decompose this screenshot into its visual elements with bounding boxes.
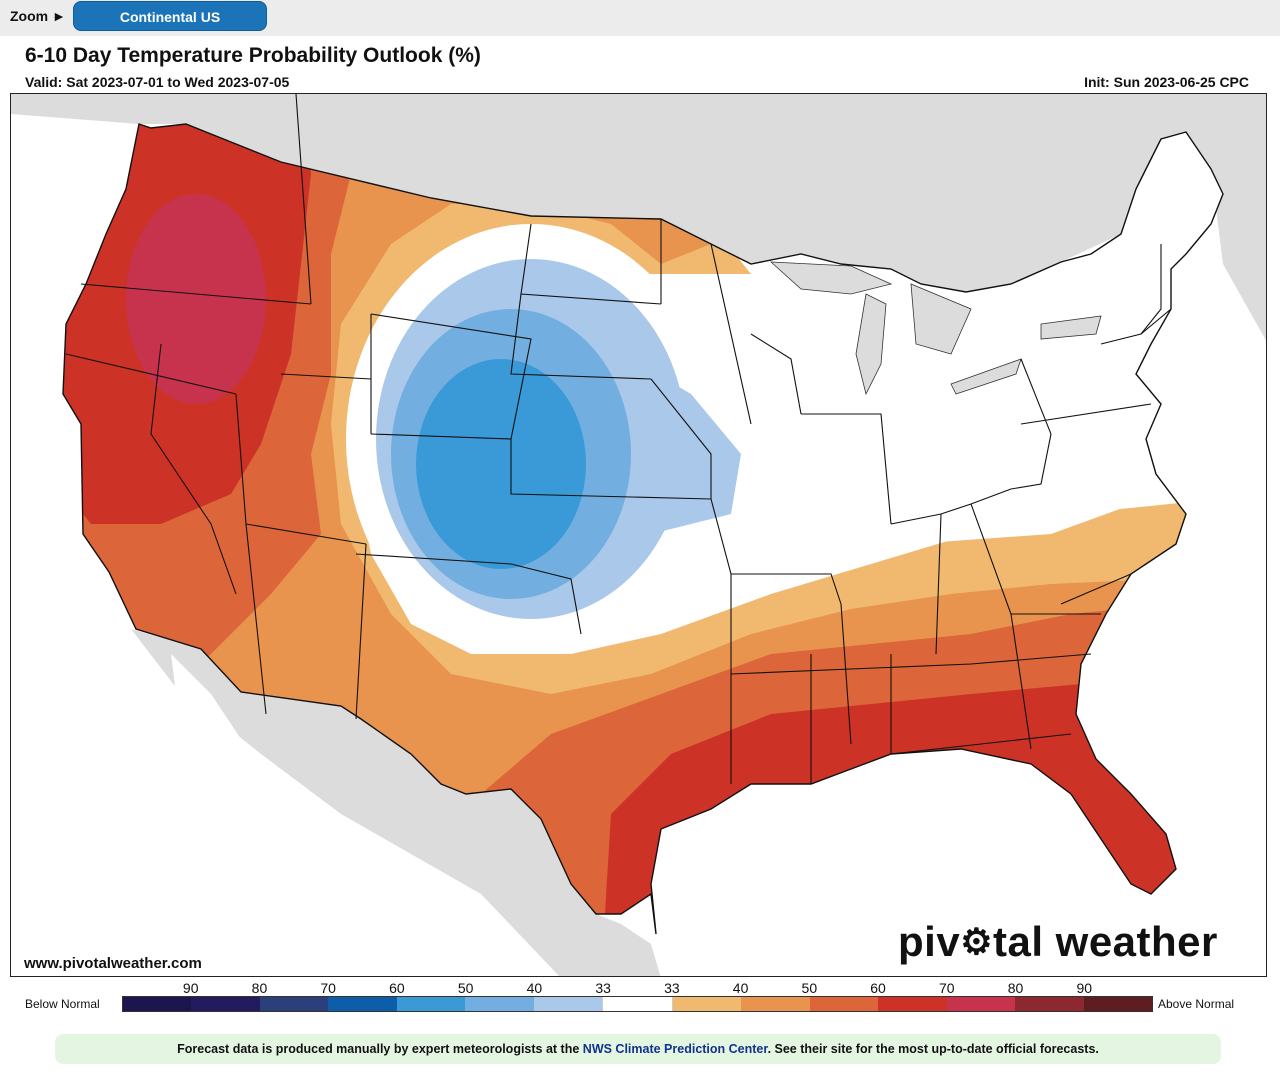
legend-tick-label: 70	[320, 980, 336, 996]
legend-swatch	[741, 997, 810, 1011]
legend-tick-labels: 90 80 70 60 50 40 33 33 40 50 60 70 80 90	[0, 980, 1280, 998]
legend-swatch	[672, 997, 742, 1011]
us-outline	[62, 123, 1224, 935]
legend-tick-label: 50	[801, 980, 818, 996]
legend-tick-label: 33	[664, 980, 680, 996]
legend-swatch	[533, 997, 603, 1011]
legend-tick-label: 40	[526, 980, 543, 996]
legend-above-normal: Above Normal	[1158, 997, 1235, 1011]
lake-huron	[910, 283, 972, 355]
legend-tick-label: 33	[595, 980, 611, 996]
init-time: Init: Sun 2023-06-25 CPC	[1084, 74, 1249, 90]
lake-erie	[950, 358, 1022, 395]
site-url: www.pivotalweather.com	[24, 955, 202, 972]
top-bar: Zoom ► Continental US	[0, 0, 1280, 36]
mexico-landmass	[131, 629, 661, 976]
map-graphic	[11, 94, 1266, 976]
lake-ontario	[1040, 315, 1102, 340]
zoom-label: Zoom ►	[10, 8, 66, 24]
legend-tick-label: 50	[457, 980, 474, 996]
legend-swatch	[328, 997, 397, 1011]
gear-icon: ⚙	[960, 921, 993, 962]
forecast-notice: Forecast data is produced manually by ex…	[55, 1034, 1221, 1064]
lake-michigan	[855, 293, 887, 396]
legend-swatch	[602, 997, 673, 1011]
legend-swatch	[191, 997, 260, 1011]
region-select-button[interactable]: Continental US	[73, 1, 267, 31]
state-borders	[65, 94, 1172, 784]
legend-tick-label: 80	[251, 980, 268, 996]
legend-swatch	[123, 997, 192, 1011]
legend-swatch	[465, 997, 534, 1011]
legend-tick-label: 40	[732, 980, 749, 996]
legend-tick-label: 80	[1007, 980, 1024, 996]
legend-swatch	[396, 997, 466, 1011]
legend-below-normal: Below Normal	[25, 997, 100, 1011]
legend-swatch	[809, 997, 879, 1011]
legend-tick-label: 90	[1076, 980, 1093, 996]
notice-suffix: . See their site for the most up-to-date…	[767, 1042, 1099, 1056]
pivotal-weather-logo: piv⚙tal weather	[898, 918, 1218, 966]
legend-tick-label: 70	[939, 980, 955, 996]
brand-text-start: piv	[898, 918, 961, 965]
brand-text-end: tal weather	[992, 918, 1218, 965]
valid-period: Valid: Sat 2023-07-01 to Wed 2023-07-05	[25, 74, 290, 90]
legend-swatch	[878, 997, 947, 1011]
cpc-link[interactable]: NWS Climate Prediction Center	[582, 1042, 768, 1056]
lake-superior	[769, 261, 893, 295]
legend-tick-label: 60	[870, 980, 886, 996]
notice-prefix: Forecast data is produced manually by ex…	[177, 1042, 580, 1056]
outlook-map	[10, 93, 1267, 977]
legend-swatch	[1015, 997, 1084, 1011]
legend-swatch	[259, 997, 329, 1011]
legend-swatch	[946, 997, 1016, 1011]
canada-landmass	[11, 94, 1266, 341]
legend-tick-label: 60	[389, 980, 405, 996]
legend-swatch	[1083, 997, 1153, 1011]
page-title: 6-10 Day Temperature Probability Outlook…	[25, 44, 481, 67]
legend-tick-label: 90	[182, 980, 199, 996]
gulf-of-california	[171, 654, 321, 934]
legend-colorbar	[122, 996, 1153, 1012]
